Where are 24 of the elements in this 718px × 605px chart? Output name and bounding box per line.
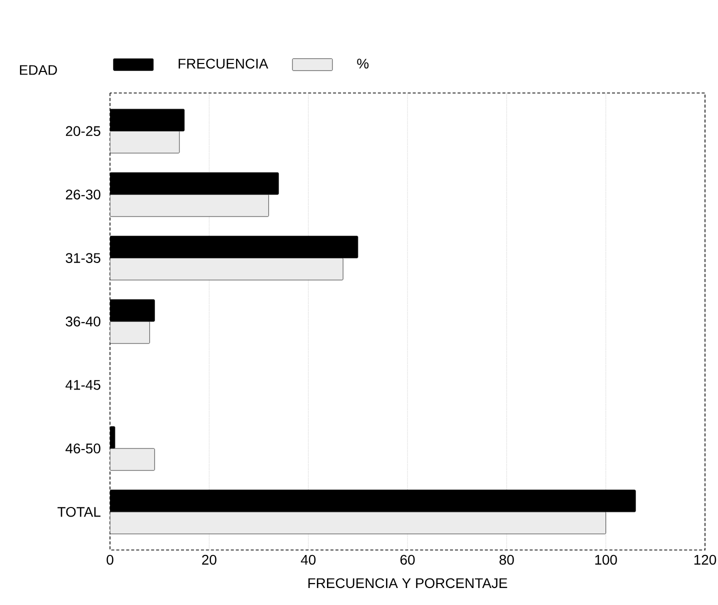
y-tick-label: 36-40 <box>66 316 100 326</box>
y-tick-label: 20-25 <box>66 126 100 136</box>
x-tick-label: 80 <box>500 554 514 565</box>
legend-label: % <box>357 58 369 68</box>
bar <box>110 194 269 217</box>
x-tick-label: 40 <box>300 554 316 565</box>
x-tick-label: 0 <box>106 554 114 565</box>
legend-label: FRECUENCIA <box>178 58 268 69</box>
bar <box>110 130 180 154</box>
bar <box>110 258 344 280</box>
y-tick-label: TOTAL <box>58 506 100 517</box>
y-axis-title: EDAD <box>20 65 57 75</box>
x-tick-label: 60 <box>400 554 415 565</box>
x-tick-label: 100 <box>595 554 617 565</box>
y-tick-label: 46-50 <box>66 444 100 454</box>
x-tick-label: 120 <box>694 554 716 565</box>
x-tick-label: 20 <box>202 554 216 565</box>
y-tick-label: 31-35 <box>66 253 100 263</box>
bar <box>110 321 150 344</box>
bar <box>110 512 606 534</box>
y-tick-label: 41-45 <box>66 380 100 390</box>
bar <box>110 448 155 471</box>
x-axis-title: FRECUENCIA Y PORCENTAJE <box>308 578 508 588</box>
y-tick-label: 26-30 <box>66 190 100 200</box>
